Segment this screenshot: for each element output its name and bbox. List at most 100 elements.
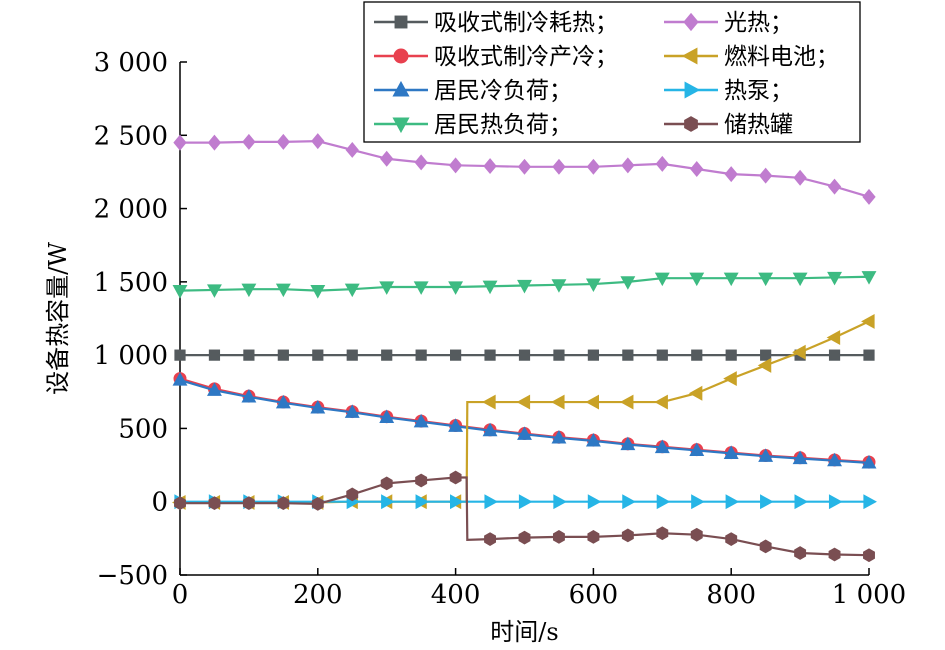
legend-box (363, 1, 861, 143)
data-point (552, 530, 565, 544)
series-5 (173, 133, 876, 205)
data-point (448, 281, 464, 295)
data-point (862, 188, 876, 205)
data-point (277, 349, 289, 361)
data-point (587, 494, 602, 510)
data-point (241, 283, 257, 298)
data-point (725, 349, 737, 361)
data-point (621, 157, 635, 174)
data-point (172, 285, 188, 299)
data-point (448, 157, 463, 174)
data-point (207, 382, 222, 396)
data-point (312, 349, 324, 361)
data-point (518, 494, 533, 510)
data-point (173, 134, 187, 151)
data-point (381, 494, 395, 510)
data-point (758, 167, 773, 184)
data-point (243, 349, 255, 361)
legend-marker (681, 47, 698, 65)
data-point (208, 496, 221, 511)
y-tick-label: 2 500 (94, 121, 168, 151)
y-tick-label: 3 000 (94, 48, 168, 78)
data-point (484, 532, 497, 546)
series-8 (174, 470, 875, 563)
data-point (723, 445, 739, 459)
y-tick-label: 0 (151, 488, 168, 518)
data-point (516, 394, 531, 410)
data-point (553, 494, 567, 510)
data-point (552, 158, 566, 175)
data-point (792, 450, 808, 465)
data-point (828, 494, 843, 510)
data-point (587, 530, 600, 544)
data-point (344, 283, 360, 298)
data-point (688, 385, 703, 401)
data-point (690, 527, 703, 542)
y-axis-title: 设备热容量/W (44, 242, 72, 395)
data-point (518, 530, 531, 545)
y-tick-label: 1 000 (94, 341, 168, 371)
legend-marker (392, 80, 410, 97)
data-point (760, 349, 772, 361)
data-point (241, 388, 257, 403)
data-point (621, 528, 634, 543)
data-point (379, 281, 395, 295)
data-point (449, 470, 462, 485)
data-point (551, 279, 567, 293)
legend-marker (684, 81, 701, 99)
x-tick-label: 200 (293, 580, 343, 610)
data-point (482, 280, 498, 295)
x-axis-title: 时间/s (490, 618, 558, 646)
series-6 (172, 313, 875, 510)
data-point (172, 372, 188, 386)
data-point (758, 272, 774, 287)
legend-marker (394, 15, 408, 29)
data-point (827, 271, 842, 286)
data-point (414, 154, 428, 171)
data-point (861, 313, 875, 329)
data-point (620, 436, 636, 451)
legend-label: 吸收式制冷产冷； (434, 44, 618, 70)
data-point (863, 494, 877, 510)
data-point (518, 349, 531, 361)
data-point (346, 349, 358, 361)
data-point (311, 133, 325, 150)
data-point (622, 494, 636, 510)
data-point (689, 272, 705, 287)
data-point (723, 272, 739, 287)
series-4 (172, 271, 877, 299)
data-point (619, 394, 634, 410)
data-point (207, 134, 222, 151)
data-point (277, 496, 290, 511)
data-point (585, 432, 601, 447)
data-point (346, 487, 359, 502)
legend-label: 热泵； (724, 78, 793, 104)
series-line (180, 320, 870, 504)
data-point (725, 532, 738, 546)
data-point (450, 349, 462, 361)
data-point (413, 281, 429, 295)
data-point (275, 283, 291, 298)
data-point (415, 349, 427, 361)
data-point (381, 349, 393, 361)
legend-label: 居民热负荷； (434, 112, 572, 138)
data-point (380, 476, 393, 491)
data-point (311, 497, 324, 511)
legend-item: 吸收式制冷产冷； (374, 44, 618, 70)
data-point (654, 272, 670, 287)
x-tick-label: 400 (431, 580, 481, 610)
data-point (415, 494, 430, 510)
data-point (691, 494, 705, 510)
legend-label: 光热； (724, 10, 793, 36)
data-point (484, 494, 498, 510)
data-point (792, 344, 806, 360)
y-tick-label: 500 (118, 414, 168, 444)
data-point (483, 158, 497, 175)
data-point (656, 526, 669, 541)
data-point (622, 349, 634, 361)
x-tick-label: 0 (172, 580, 189, 610)
data-point (484, 349, 496, 361)
data-point (828, 349, 841, 361)
data-point (723, 371, 737, 387)
